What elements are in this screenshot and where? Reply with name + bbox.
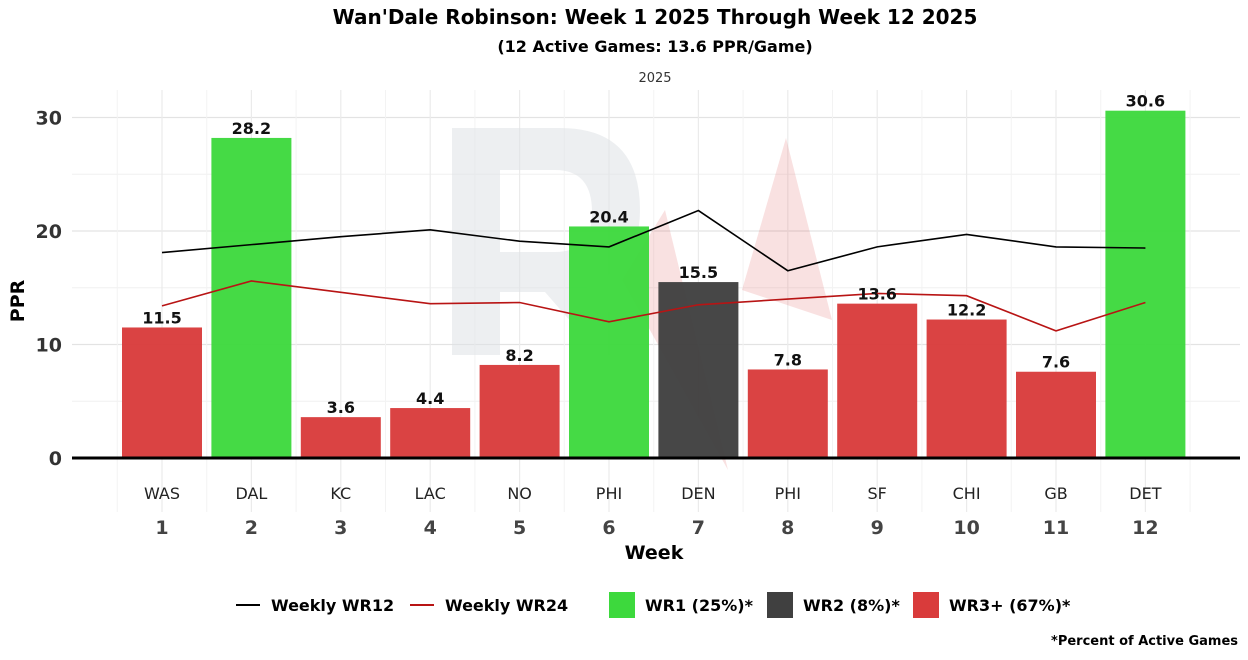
watermark-logo — [452, 128, 648, 355]
opponent-label: SF — [868, 484, 887, 503]
watermark-logo — [742, 138, 832, 320]
week-tick-label: 1 — [155, 517, 168, 539]
opponent-label: NO — [507, 484, 532, 503]
legend-label: WR2 (8%)* — [803, 596, 900, 615]
bar-week-10 — [926, 319, 1007, 458]
opponent-label: DAL — [235, 484, 267, 503]
footnote: *Percent of Active Games — [1051, 634, 1238, 649]
legend-color-key — [767, 592, 793, 618]
bar-week-1 — [122, 327, 202, 458]
week-tick-label: 7 — [692, 517, 705, 539]
week-tick-label: 8 — [781, 517, 794, 539]
week-tick-label: 5 — [513, 517, 526, 539]
bar-value-label: 8.2 — [505, 346, 533, 365]
legend-label: WR1 (25%)* — [645, 596, 754, 615]
y-tick-label: 30 — [36, 108, 62, 130]
week-tick-label: 2 — [245, 517, 258, 539]
week-tick-label: 10 — [953, 517, 979, 539]
wr24-line — [161, 280, 1146, 332]
bar-value-label: 4.4 — [416, 389, 444, 408]
week-tick-label: 4 — [424, 517, 437, 539]
y-tick-label: 20 — [36, 221, 62, 243]
week-tick-label: 12 — [1132, 517, 1158, 539]
week-tick-label: 11 — [1043, 517, 1069, 539]
opponent-label: CHI — [953, 484, 981, 503]
bar-week-6 — [569, 226, 649, 458]
chart-title: Wan'Dale Robinson: Week 1 2025 Through W… — [332, 5, 978, 29]
legend-label: Weekly WR24 — [445, 596, 568, 615]
y-tick-label: 0 — [49, 448, 62, 470]
opponent-label: KC — [330, 484, 351, 503]
x-axis-title: Week — [625, 542, 684, 564]
opponent-label: PHI — [775, 484, 801, 503]
bar-week-9 — [837, 303, 918, 458]
wr12-line — [161, 209, 1146, 272]
week-tick-label: 9 — [871, 517, 884, 539]
opponent-label: DEN — [681, 484, 715, 503]
y-tick-label: 10 — [36, 335, 62, 357]
bar-week-5 — [479, 364, 560, 458]
week-tick-label: 3 — [334, 517, 347, 539]
bar-value-label: 7.6 — [1042, 353, 1070, 372]
opponent-label: PHI — [596, 484, 622, 503]
opponent-label: WAS — [144, 484, 180, 503]
bar-week-7 — [658, 282, 739, 458]
opponent-label: GB — [1044, 484, 1067, 503]
y-axis-title: PPR — [7, 279, 29, 322]
opponent-label: DET — [1129, 484, 1161, 503]
bar-week-8 — [747, 369, 828, 458]
bar-value-label: 13.6 — [857, 285, 896, 304]
legend-label: Weekly WR12 — [271, 596, 394, 615]
bar-week-3 — [300, 417, 381, 458]
bar-value-label: 7.8 — [774, 350, 802, 369]
bar-value-label: 28.2 — [232, 119, 271, 138]
bar-value-label: 12.2 — [947, 301, 986, 320]
bar-value-label: 11.5 — [142, 308, 181, 327]
legend-label: WR3+ (67%)* — [949, 596, 1071, 615]
chart-subtitle: (12 Active Games: 13.6 PPR/Game) — [497, 37, 813, 56]
bar-week-11 — [1016, 371, 1096, 458]
legend-color-key — [609, 592, 635, 618]
bar-week-2 — [211, 137, 292, 458]
bar-value-label: 15.5 — [679, 263, 718, 282]
bar-week-4 — [390, 408, 471, 458]
legend-color-key — [913, 592, 939, 618]
bar-value-label: 20.4 — [589, 207, 628, 226]
bar-value-label: 30.6 — [1126, 92, 1165, 111]
bar-week-12 — [1105, 110, 1186, 458]
opponent-label: LAC — [415, 484, 446, 503]
week-tick-label: 6 — [602, 517, 615, 539]
facet-label: 2025 — [638, 71, 672, 86]
bar-value-label: 3.6 — [327, 398, 355, 417]
